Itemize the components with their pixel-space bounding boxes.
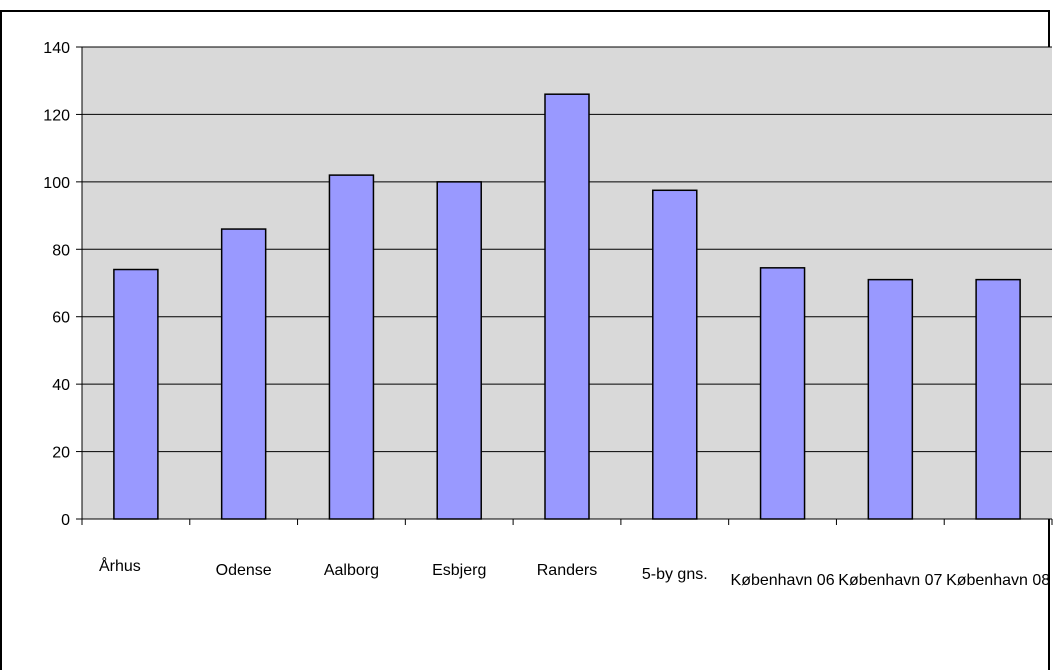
y-tick-label: 120 (43, 107, 70, 124)
y-tick-labels: 0 20 40 60 80 100 120 140 (43, 40, 70, 529)
x-ticks (81, 519, 1053, 525)
bar (867, 278, 914, 520)
bar (220, 228, 267, 520)
x-tick-label: København 08 (946, 572, 1050, 589)
x-tick-label: Odense (216, 562, 272, 579)
bar (436, 181, 482, 520)
x-tick-label: Esbjerg (432, 562, 486, 579)
bar (975, 278, 1021, 520)
bar (113, 268, 159, 520)
y-tick-label: 20 (52, 445, 70, 462)
x-tick-label: København 07 (838, 572, 942, 589)
bars (113, 93, 1021, 520)
bar (328, 174, 375, 520)
x-tick-label: Aalborg (324, 562, 379, 579)
y-ticks (76, 46, 82, 520)
x-tick-label: København 06 (731, 572, 835, 589)
bar (652, 189, 698, 520)
x-tick-label: Randers (537, 562, 597, 579)
y-tick-label: 100 (43, 175, 70, 192)
bar (759, 267, 806, 520)
y-tick-label: 140 (43, 40, 70, 57)
y-tick-label: 0 (61, 512, 70, 529)
y-tick-label: 60 (52, 310, 70, 327)
x-tick-label: 5-by gns. (642, 566, 708, 583)
y-tick-label: 80 (52, 242, 70, 259)
y-tick-label: 40 (52, 377, 70, 394)
bar (544, 93, 590, 520)
x-tick-label: Århus (99, 556, 141, 575)
x-tick-labels: Århus Odense Aalborg Esbjerg Randers 5-by gns… (99, 556, 1050, 589)
